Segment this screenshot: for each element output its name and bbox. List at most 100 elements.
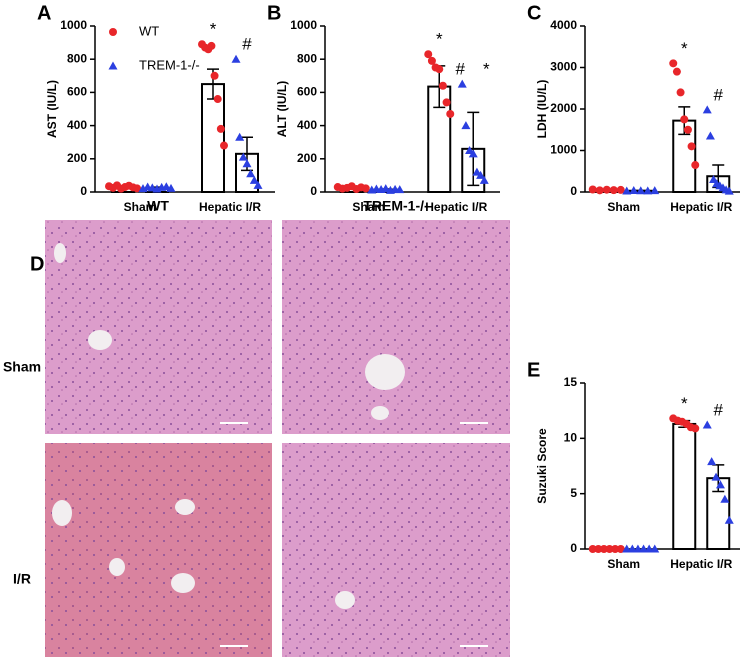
data-point (231, 54, 241, 63)
y-tick-label: 600 (67, 85, 87, 99)
data-point (605, 545, 614, 553)
y-tick-label: 400 (67, 118, 87, 132)
data-point (253, 180, 263, 189)
column-label: TREM-1-/- (363, 198, 429, 214)
panel-label: D (30, 253, 44, 275)
image-trem-ir (282, 443, 510, 657)
bar (672, 422, 697, 550)
data-point (438, 81, 447, 90)
y-axis-label: LDH (IU/L) (535, 80, 549, 139)
image-trem-sham (282, 220, 510, 434)
y-tick-label: 1000 (60, 18, 87, 32)
y-axis-label: Suzuki Score (535, 428, 549, 504)
data-point (210, 71, 219, 80)
data-point (468, 149, 478, 158)
x-tick-label: Sham (352, 200, 385, 214)
data-point (249, 175, 259, 184)
data-point (720, 494, 730, 503)
y-tick-label: 4000 (550, 18, 577, 32)
image-wt-ir (45, 443, 272, 657)
data-point (711, 472, 721, 481)
data-point (446, 109, 455, 118)
data-point (705, 131, 715, 140)
data-point (676, 88, 685, 97)
legend-label: WT (139, 23, 159, 38)
panel-label: B (267, 2, 281, 24)
legend-label: TREM-1-/- (139, 57, 200, 72)
histology: D WT TREM-1-/- Sham I/R (3, 198, 510, 657)
data-point (616, 185, 625, 194)
data-point (715, 480, 725, 489)
data-point (691, 161, 700, 170)
data-point (599, 545, 608, 553)
x-tick-label: Hepatic I/R (199, 200, 261, 214)
vessel (335, 591, 355, 609)
annotation: * (210, 20, 217, 39)
y-tick-label: 1000 (290, 18, 317, 32)
data-point (109, 28, 117, 36)
data-point (220, 141, 228, 150)
data-point (242, 159, 252, 168)
data-point (594, 545, 603, 553)
vessel (171, 573, 195, 593)
data-point (361, 184, 370, 193)
vessel (175, 499, 195, 515)
vessel (371, 406, 389, 420)
data-point (588, 545, 597, 553)
data-point (629, 186, 639, 195)
y-tick-label: 0 (80, 184, 87, 198)
data-point (669, 59, 678, 68)
x-tick-label: Sham (607, 557, 640, 571)
y-tick-label: 600 (297, 85, 317, 99)
data-point (442, 98, 451, 107)
y-tick-label: 200 (297, 151, 317, 165)
y-tick-label: 400 (297, 118, 317, 132)
data-point (395, 185, 405, 194)
x-tick-label: Hepatic I/R (425, 200, 487, 214)
data-point (479, 175, 489, 184)
vessel (88, 330, 112, 350)
data-point (687, 142, 696, 151)
y-tick-label: 800 (297, 51, 317, 65)
row-label: I/R (13, 571, 31, 587)
y-tick-label: 0 (570, 541, 577, 555)
y-tick-label: 800 (67, 51, 87, 65)
panel-label: C (527, 2, 541, 24)
annotation: * (436, 30, 443, 49)
column-label: WT (147, 198, 169, 214)
data-point (461, 121, 471, 130)
data-point (683, 125, 692, 134)
x-tick-label: Hepatic I/R (670, 557, 732, 571)
data-point (702, 105, 712, 114)
y-tick-label: 0 (310, 184, 317, 198)
y-axis-label: AST (IU/L) (45, 80, 59, 138)
y-tick-label: 5 (570, 486, 577, 500)
y-tick-label: 15 (564, 375, 578, 389)
annotation: # (714, 85, 724, 104)
annotation: # (242, 35, 252, 54)
y-tick-label: 200 (67, 151, 87, 165)
panel-label: E (527, 359, 540, 381)
data-point (650, 544, 660, 553)
data-point (424, 50, 433, 59)
data-point (616, 545, 625, 553)
data-point (235, 132, 245, 141)
data-point (691, 424, 700, 433)
data-point (108, 61, 118, 70)
data-point (724, 515, 734, 524)
data-point (650, 186, 660, 195)
annotation: * (681, 39, 688, 58)
x-tick-label: Sham (607, 200, 640, 214)
data-point (707, 457, 717, 466)
data-point (427, 56, 436, 65)
data-point (595, 186, 604, 195)
vessel (54, 243, 66, 263)
data-point (213, 95, 222, 104)
y-axis-label: ALT (IU/L) (275, 81, 289, 137)
y-tick-label: 1000 (550, 143, 577, 157)
image-wt-sham (45, 220, 272, 434)
data-point (636, 186, 646, 195)
data-point (435, 65, 444, 74)
data-point (680, 115, 689, 124)
